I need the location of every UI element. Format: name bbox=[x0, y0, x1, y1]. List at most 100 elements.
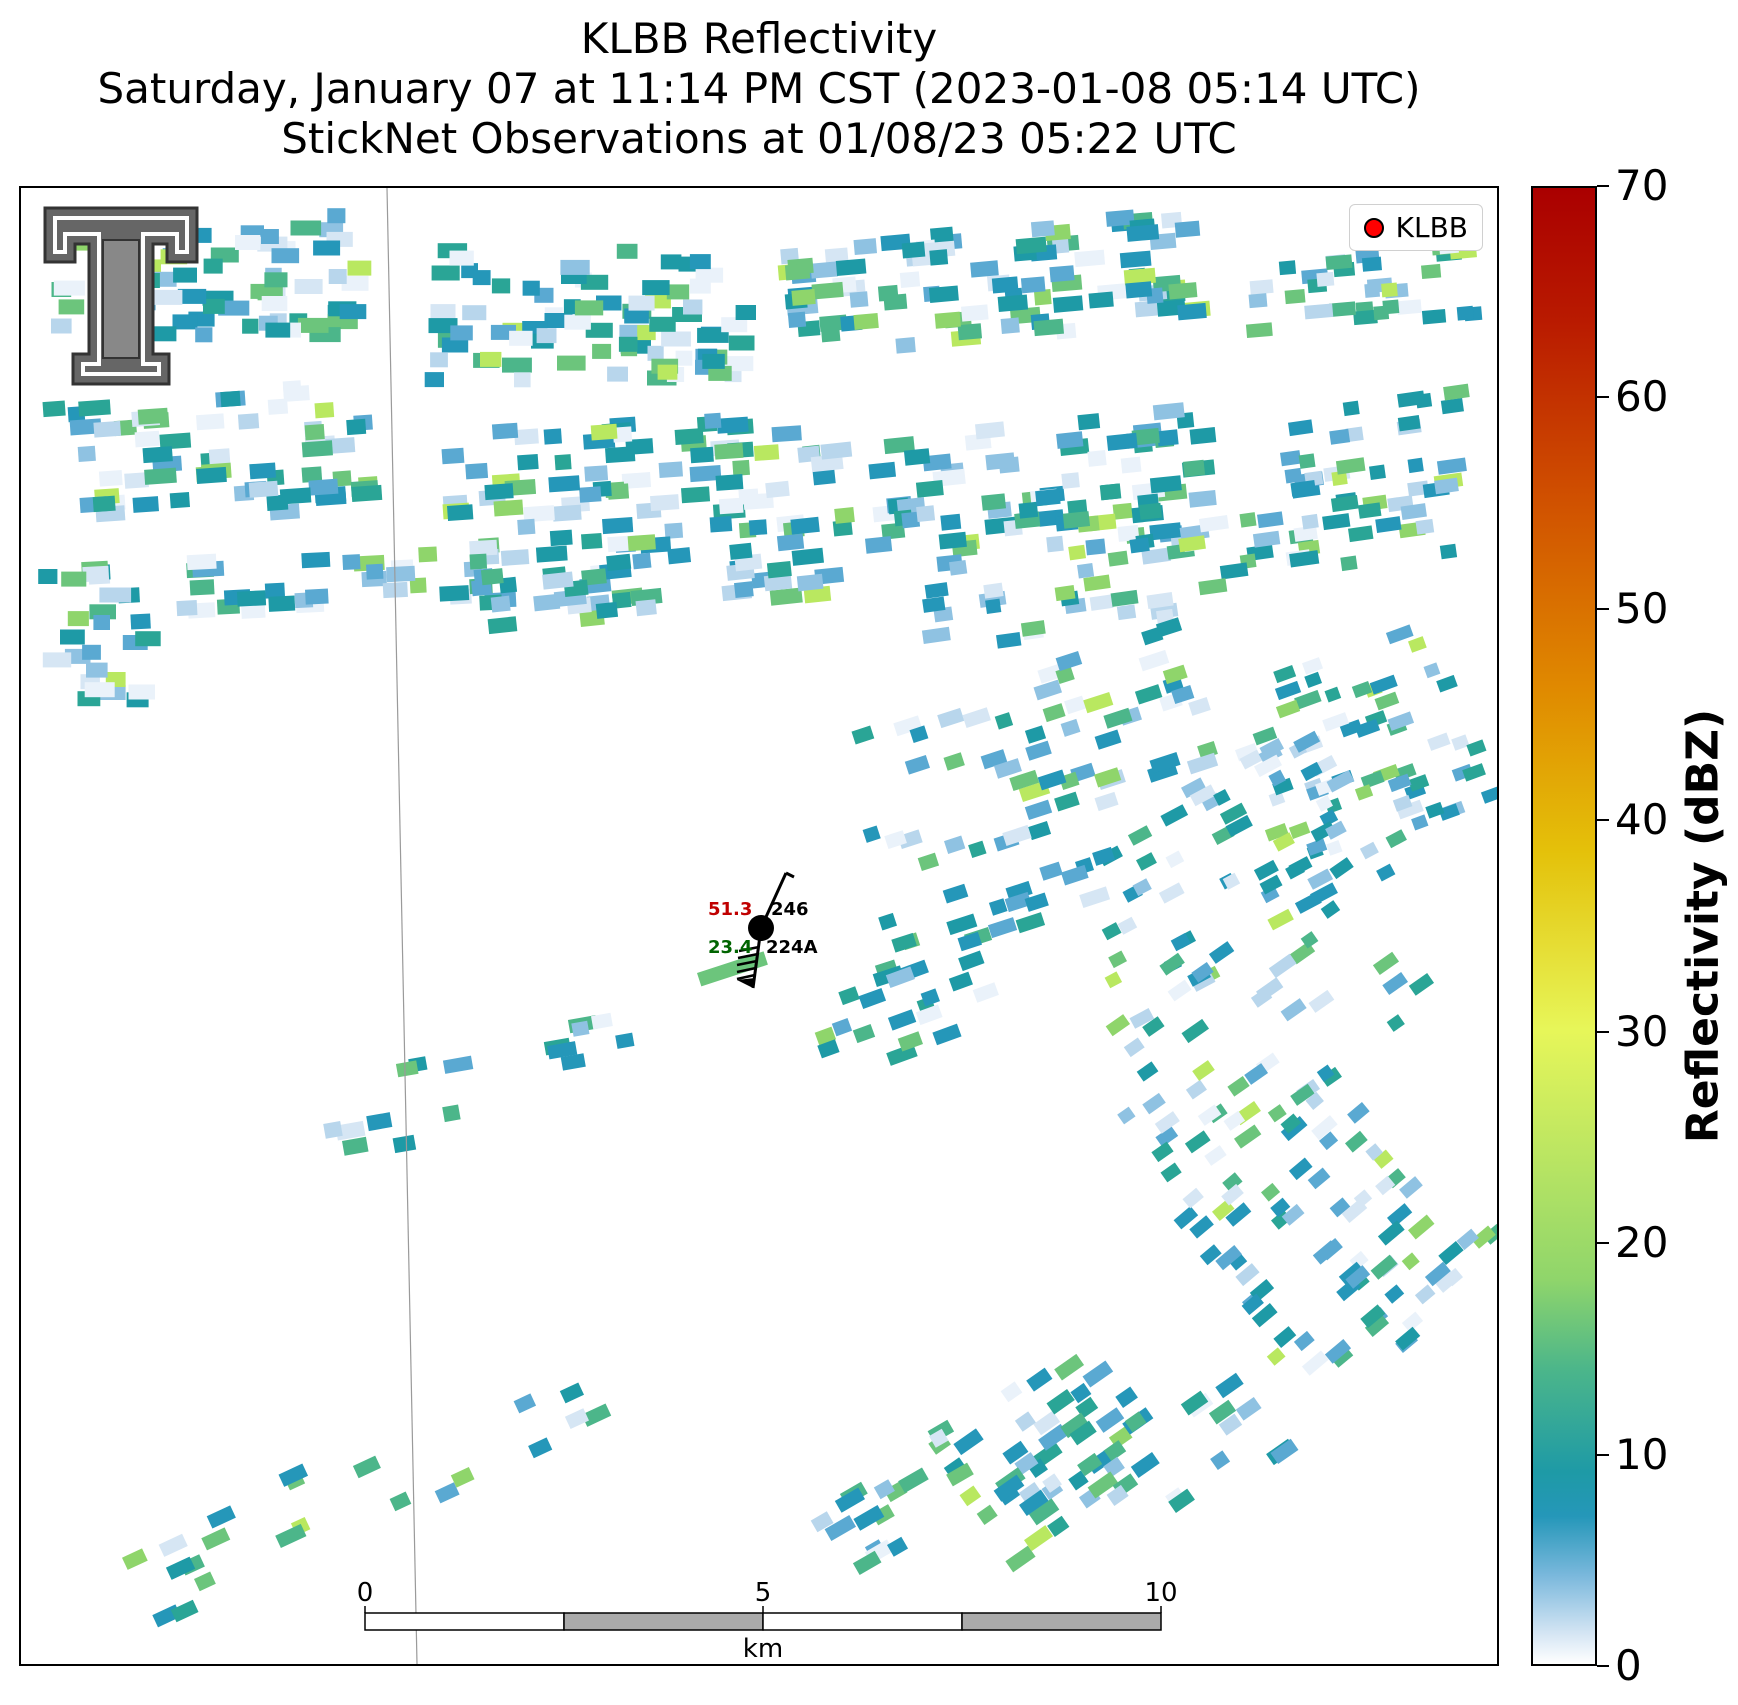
reflectivity-gate bbox=[1300, 761, 1323, 782]
reflectivity-gate bbox=[666, 284, 690, 300]
reflectivity-gate bbox=[267, 398, 289, 415]
reflectivity-gate bbox=[1151, 1141, 1174, 1163]
reflectivity-gate bbox=[812, 468, 836, 486]
reflectivity-gate bbox=[487, 616, 518, 635]
reflectivity-gate bbox=[1033, 318, 1064, 337]
reflectivity-gate bbox=[1267, 1104, 1287, 1123]
reflectivity-gate bbox=[595, 601, 619, 619]
reflectivity-gate bbox=[1396, 299, 1422, 315]
reflectivity-gate bbox=[769, 587, 803, 606]
reflectivity-gate bbox=[621, 472, 652, 489]
reflectivity-gate bbox=[1312, 1240, 1339, 1265]
reflectivity-gate bbox=[1188, 489, 1217, 508]
reflectivity-gate bbox=[962, 707, 991, 729]
reflectivity-gate bbox=[718, 497, 744, 515]
reflectivity-gate bbox=[968, 840, 987, 859]
reflectivity-gate bbox=[1304, 303, 1334, 320]
reflectivity-gate bbox=[1054, 791, 1080, 812]
reflectivity-gate bbox=[1131, 427, 1160, 446]
reflectivity-gate bbox=[1456, 305, 1474, 321]
reflectivity-gate bbox=[1129, 1008, 1155, 1029]
reflectivity-gate bbox=[1132, 878, 1152, 897]
reflectivity-gate bbox=[301, 440, 333, 458]
reflectivity-gate bbox=[173, 267, 197, 283]
station-pressure: 246 bbox=[771, 899, 809, 920]
reflectivity-gate bbox=[1055, 651, 1083, 672]
reflectivity-gate bbox=[67, 611, 89, 627]
reflectivity-gate bbox=[921, 626, 951, 644]
reflectivity-gate bbox=[1374, 691, 1400, 711]
reflectivity-gate bbox=[590, 423, 618, 441]
reflectivity-gate bbox=[1085, 538, 1106, 556]
reflectivity-gate bbox=[865, 536, 893, 554]
reflectivity-gate bbox=[853, 1505, 885, 1531]
reflectivity-gate bbox=[1329, 1197, 1351, 1218]
colorbar-tick bbox=[1597, 1453, 1609, 1456]
reflectivity-gate bbox=[940, 513, 962, 531]
reflectivity-gate bbox=[1324, 1339, 1352, 1364]
reflectivity-gate bbox=[509, 330, 533, 346]
reflectivity-gate bbox=[564, 1408, 590, 1430]
reflectivity-gate bbox=[948, 559, 968, 576]
reflectivity-gate bbox=[513, 1393, 537, 1414]
reflectivity-gate bbox=[1408, 973, 1435, 996]
reflectivity-gate bbox=[1185, 1079, 1207, 1100]
reflectivity-gate bbox=[77, 445, 96, 462]
reflectivity-gate bbox=[1270, 1438, 1299, 1465]
reflectivity-gate bbox=[1160, 804, 1189, 827]
reflectivity-gate bbox=[1436, 457, 1467, 475]
station-plot-224A[interactable] bbox=[736, 871, 795, 989]
reflectivity-gate bbox=[237, 413, 260, 430]
reflectivity-gate bbox=[1189, 427, 1217, 445]
reflectivity-gate bbox=[347, 260, 372, 276]
reflectivity-gate bbox=[605, 446, 636, 464]
reflectivity-gate bbox=[1259, 874, 1283, 895]
reflectivity-gate bbox=[1266, 1347, 1286, 1366]
reflectivity-gate bbox=[1324, 686, 1342, 703]
reflectivity-gate bbox=[1027, 1458, 1048, 1479]
reflectivity-gate bbox=[1015, 912, 1046, 934]
reflectivity-gate bbox=[883, 436, 915, 455]
reflectivity-gate bbox=[820, 325, 841, 343]
colorbar-tick bbox=[1597, 1242, 1609, 1245]
reflectivity-gate bbox=[528, 1437, 553, 1459]
reflectivity-gate bbox=[1068, 544, 1087, 561]
reflectivity-gate bbox=[264, 272, 288, 288]
reflectivity-gate bbox=[1192, 1060, 1215, 1081]
reflectivity-gate bbox=[203, 298, 225, 314]
reflectivity-gate bbox=[776, 533, 805, 552]
reflectivity-gate bbox=[766, 560, 792, 579]
reflectivity-gate bbox=[1218, 1413, 1243, 1436]
reflectivity-gate bbox=[579, 486, 602, 503]
reflectivity-gate bbox=[1325, 254, 1353, 271]
reflectivity-gate bbox=[972, 982, 999, 1003]
chart-subtitle-time: Saturday, January 07 at 11:14 PM CST (20… bbox=[97, 64, 1421, 113]
reflectivity-gate bbox=[988, 898, 1008, 916]
colorbar-tick-label: 30 bbox=[1615, 1006, 1669, 1056]
reflectivity-gate bbox=[1245, 322, 1273, 339]
radar-map[interactable]: 51.3 246 23.4 224A 0 5 10 km KLBB bbox=[19, 186, 1499, 1666]
reflectivity-gate bbox=[1443, 383, 1470, 401]
reflectivity-gate bbox=[176, 600, 198, 617]
colorbar bbox=[1531, 186, 1597, 1666]
chart-subtitle-obs: StickNet Observations at 01/08/23 05:22 … bbox=[281, 114, 1237, 163]
reflectivity-gate bbox=[51, 318, 72, 334]
reflectivity-gate bbox=[1018, 501, 1039, 519]
reflectivity-gate bbox=[824, 247, 849, 265]
reflectivity-gate bbox=[301, 551, 331, 569]
reflectivity-gate bbox=[352, 1455, 381, 1479]
reflectivity-gate bbox=[1421, 308, 1447, 325]
reflectivity-gate bbox=[1134, 300, 1162, 318]
reflectivity-gate bbox=[1054, 585, 1076, 602]
reflectivity-gate bbox=[976, 1504, 998, 1525]
reflectivity-gate bbox=[559, 1382, 584, 1404]
reflectivity-gate bbox=[689, 464, 722, 483]
reflectivity-layer bbox=[38, 208, 1497, 1628]
scalebar-label-0: 0 bbox=[356, 1578, 374, 1608]
reflectivity-gate bbox=[957, 931, 983, 952]
reflectivity-gate bbox=[591, 1012, 613, 1030]
reflectivity-gate bbox=[1014, 1411, 1036, 1432]
reflectivity-gate bbox=[1154, 1111, 1180, 1134]
reflectivity-gate bbox=[1088, 291, 1114, 309]
reflectivity-gate bbox=[449, 250, 474, 266]
